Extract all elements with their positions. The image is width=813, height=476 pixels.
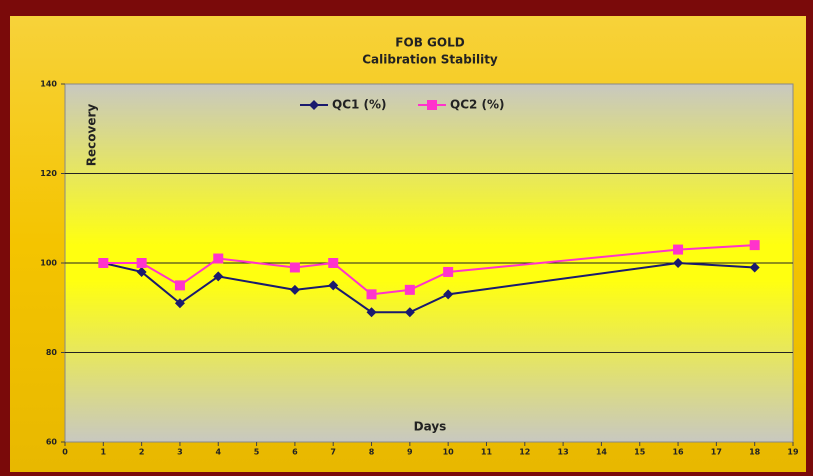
y-axis-label: Recovery	[85, 104, 99, 167]
data-point	[366, 289, 377, 300]
data-point	[404, 307, 415, 318]
x-tick-label: 12	[519, 448, 530, 457]
data-point	[749, 240, 760, 251]
y-tick-label: 120	[40, 169, 57, 178]
data-point	[213, 271, 224, 282]
data-point	[174, 298, 185, 309]
y-tick-label: 80	[46, 348, 58, 357]
chart-title: FOB GOLD	[395, 36, 464, 50]
x-tick-label: 18	[749, 448, 761, 457]
x-tick-label: 3	[177, 448, 183, 457]
legend-label: QC2 (%)	[450, 98, 505, 112]
x-tick-label: 19	[787, 448, 799, 457]
data-point	[213, 253, 224, 264]
x-tick-label: 5	[254, 448, 260, 457]
data-point	[443, 266, 454, 277]
data-point	[366, 307, 377, 318]
x-tick-label: 6	[292, 448, 298, 457]
data-point	[673, 244, 684, 255]
legend-marker	[427, 100, 437, 110]
x-axis-label: Days	[414, 420, 447, 434]
x-tick-label: 1	[101, 448, 107, 457]
x-tick-label: 2	[139, 448, 145, 457]
x-tick-label: 11	[481, 448, 493, 457]
x-tick-label: 7	[330, 448, 336, 457]
data-point	[673, 258, 684, 268]
x-tick-label: 15	[634, 448, 646, 457]
x-tick-label: 14	[596, 448, 608, 457]
data-point	[136, 266, 147, 277]
data-point	[136, 258, 147, 268]
chart-subtitle: Calibration Stability	[362, 53, 498, 67]
data-point	[749, 262, 760, 273]
x-tick-label: 17	[711, 448, 722, 457]
x-tick-label: 13	[558, 448, 569, 457]
data-point	[443, 289, 454, 300]
data-point	[174, 280, 185, 291]
legend-marker	[309, 100, 319, 110]
x-tick-label: 4	[215, 448, 221, 457]
y-tick-label: 100	[40, 259, 57, 268]
data-point	[289, 284, 300, 295]
data-point	[328, 258, 339, 268]
x-tick-label: 10	[443, 448, 455, 457]
data-point	[289, 262, 300, 273]
data-point	[328, 280, 339, 291]
legend-label: QC1 (%)	[332, 98, 387, 112]
data-point	[404, 284, 415, 295]
data-point	[98, 258, 109, 268]
x-tick-label: 8	[369, 448, 375, 457]
x-tick-label: 0	[62, 448, 68, 457]
y-tick-label: 140	[40, 80, 57, 89]
x-tick-label: 9	[407, 448, 413, 457]
y-tick-label: 60	[46, 438, 58, 447]
x-tick-label: 16	[672, 448, 684, 457]
